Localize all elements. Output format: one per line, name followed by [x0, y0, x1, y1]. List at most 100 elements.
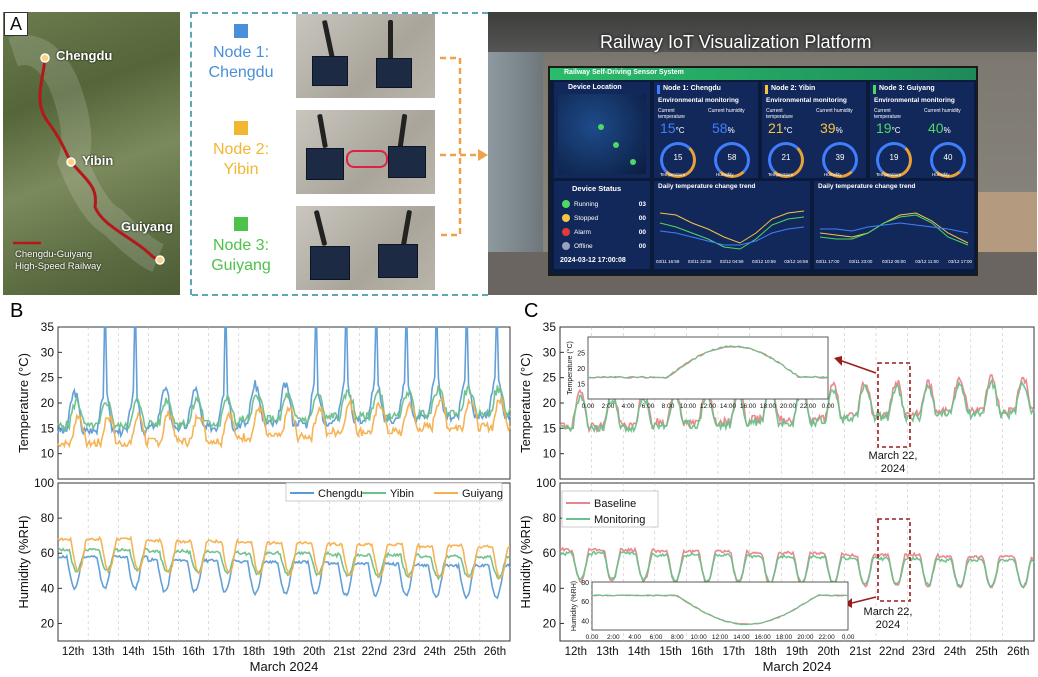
status-value: 00: [638, 214, 646, 222]
ceiling: [488, 12, 1037, 52]
trend-tick: 03/12 04:59: [719, 259, 744, 264]
gauge-hum-number: 58: [727, 153, 737, 162]
trend-tick: 03/11 17:00: [816, 259, 840, 264]
x-tick-label: 13th: [596, 646, 618, 658]
status-row-offline: Offline 00: [562, 239, 646, 253]
trend-tick: 03/11 16:59: [656, 259, 680, 264]
x-tick-label: 23rd: [912, 646, 935, 658]
node-tile-2: Node 2: Yibin Environmental monitoring Cur…: [762, 82, 866, 178]
map-overlay: [8, 35, 165, 272]
y-tick-label: 60: [41, 546, 55, 560]
inset-y-tick: 80: [581, 580, 589, 587]
gauge-temp-caption: Temperature: [876, 172, 902, 177]
x-tick-label: 25th: [454, 646, 476, 658]
window: [488, 52, 543, 252]
node2-swatch: [234, 121, 248, 135]
dashboard-header: Railway Self-Driving Sensor System: [564, 69, 684, 76]
node-tile-marker: [765, 85, 768, 94]
status-value: 03: [638, 200, 646, 208]
inset-frame: [587, 336, 829, 400]
inset-x-tick: 18:00: [760, 403, 777, 410]
gauge-temp-caption: Temperature: [768, 172, 794, 177]
series-line-monitoring: [560, 377, 1035, 434]
highlight-box: [877, 362, 911, 448]
inset-x-tick: 14:00: [720, 403, 737, 410]
x-tick-label: 17th: [213, 646, 235, 658]
gauge-hum-caption: Humidity: [932, 172, 950, 177]
inset-x-tick: 0.00: [842, 634, 855, 641]
series-line-yibin: [57, 382, 511, 434]
device-status-title: Device Status: [572, 184, 622, 193]
temp-unit: °C: [675, 126, 685, 135]
gauge-hum-caption: Humidity: [824, 172, 842, 177]
x-tick-label: 14th: [122, 646, 144, 658]
panel-label-a: A: [4, 12, 28, 36]
inset-x-tick: 12:00: [700, 403, 717, 410]
legend-label: Chengdu: [318, 488, 363, 500]
x-axis-label: March 2024: [763, 659, 832, 674]
gauge-temp-number: 19: [889, 153, 899, 162]
hum-number: 39: [820, 120, 836, 136]
sensor-board: [306, 148, 344, 180]
inset-x-tick: 8:00: [662, 403, 675, 410]
current-humidity-label: Current humidity: [816, 108, 853, 114]
location-map: [558, 94, 646, 174]
hum-value: 40%: [928, 120, 951, 136]
status-label: Offline: [574, 242, 593, 250]
node-tile-marker: [873, 85, 876, 94]
device-location-tile: Device Location: [554, 82, 650, 178]
inset-y-tick: 40: [581, 618, 589, 625]
trend-tick: 03/12 16:59: [784, 259, 808, 264]
series-line-guiyang: [57, 395, 511, 449]
y-tick-label: 30: [543, 345, 557, 359]
antenna: [397, 113, 408, 149]
humidity-gauge: 40: [930, 142, 966, 178]
y-tick-label: 40: [41, 581, 55, 595]
inset-x-tick: 2:00: [607, 634, 620, 641]
node1-photo: [296, 14, 435, 98]
temperature-gauge: 15: [660, 142, 696, 178]
env-title: Environmental monitoring: [766, 97, 847, 104]
series-line-guiyang: [57, 535, 510, 579]
inset-x-tick: 20:00: [780, 403, 797, 410]
y-axis-label: Humidity (%RH): [518, 515, 533, 608]
device-location-title: Device Location: [568, 84, 622, 91]
x-tick-label: 17th: [723, 646, 745, 658]
node3-line2: Guiyang: [211, 257, 271, 274]
frame-bottom-left: [192, 294, 488, 296]
x-tick-label: 22nd: [879, 646, 905, 658]
temp-unit: °C: [891, 126, 901, 135]
hum-number: 40: [928, 120, 944, 136]
status-label: Alarm: [574, 228, 591, 236]
status-value: 00: [638, 228, 646, 236]
sensor-board: [312, 56, 348, 86]
dashboard-header-bar: Railway Self-Driving Sensor System: [550, 68, 976, 80]
status-row-alarm: Alarm 00: [562, 225, 646, 239]
temp-number: 19: [876, 120, 892, 136]
inset-x-tick: 4:00: [622, 403, 635, 410]
y-tick-label: 60: [543, 546, 557, 560]
annotation-text: March 22,: [864, 606, 913, 618]
y-tick-label: 80: [41, 511, 55, 525]
node1-label: Node 1: Chengdu: [191, 43, 291, 83]
node-tile-1: Node 1: Chengdu Environmental monitoring C…: [654, 82, 758, 178]
x-tick-label: 23rd: [393, 646, 416, 658]
node2-line2: Yibin: [223, 161, 259, 178]
trend-ticks-1: 03/11 16:59 03/11 22:59 03/12 04:59 03/12 1…: [656, 259, 808, 264]
x-tick-label: 12th: [62, 646, 84, 658]
sensor-board: [388, 146, 426, 178]
x-tick-label: 12th: [565, 646, 587, 658]
temp-number: 21: [768, 120, 784, 136]
inset-y-label: Temperature (°C): [566, 341, 574, 395]
location-dot: [630, 159, 636, 165]
plot-frame-B_bottom: [57, 482, 511, 642]
temp-value: 21°C: [768, 120, 793, 136]
y-tick-label: 10: [543, 447, 557, 461]
node-tiles: Node 1: Chengdu Environmental monitoring C…: [654, 82, 974, 178]
x-tick-label: 22nd: [362, 646, 388, 658]
inset-x-tick: 2:00: [602, 403, 615, 410]
status-list: Running 03 Stopped 00 Alarm 00 Offline 00: [562, 197, 646, 253]
hum-unit: %: [835, 126, 843, 135]
city-label-guiyang: Guiyang: [121, 219, 174, 234]
